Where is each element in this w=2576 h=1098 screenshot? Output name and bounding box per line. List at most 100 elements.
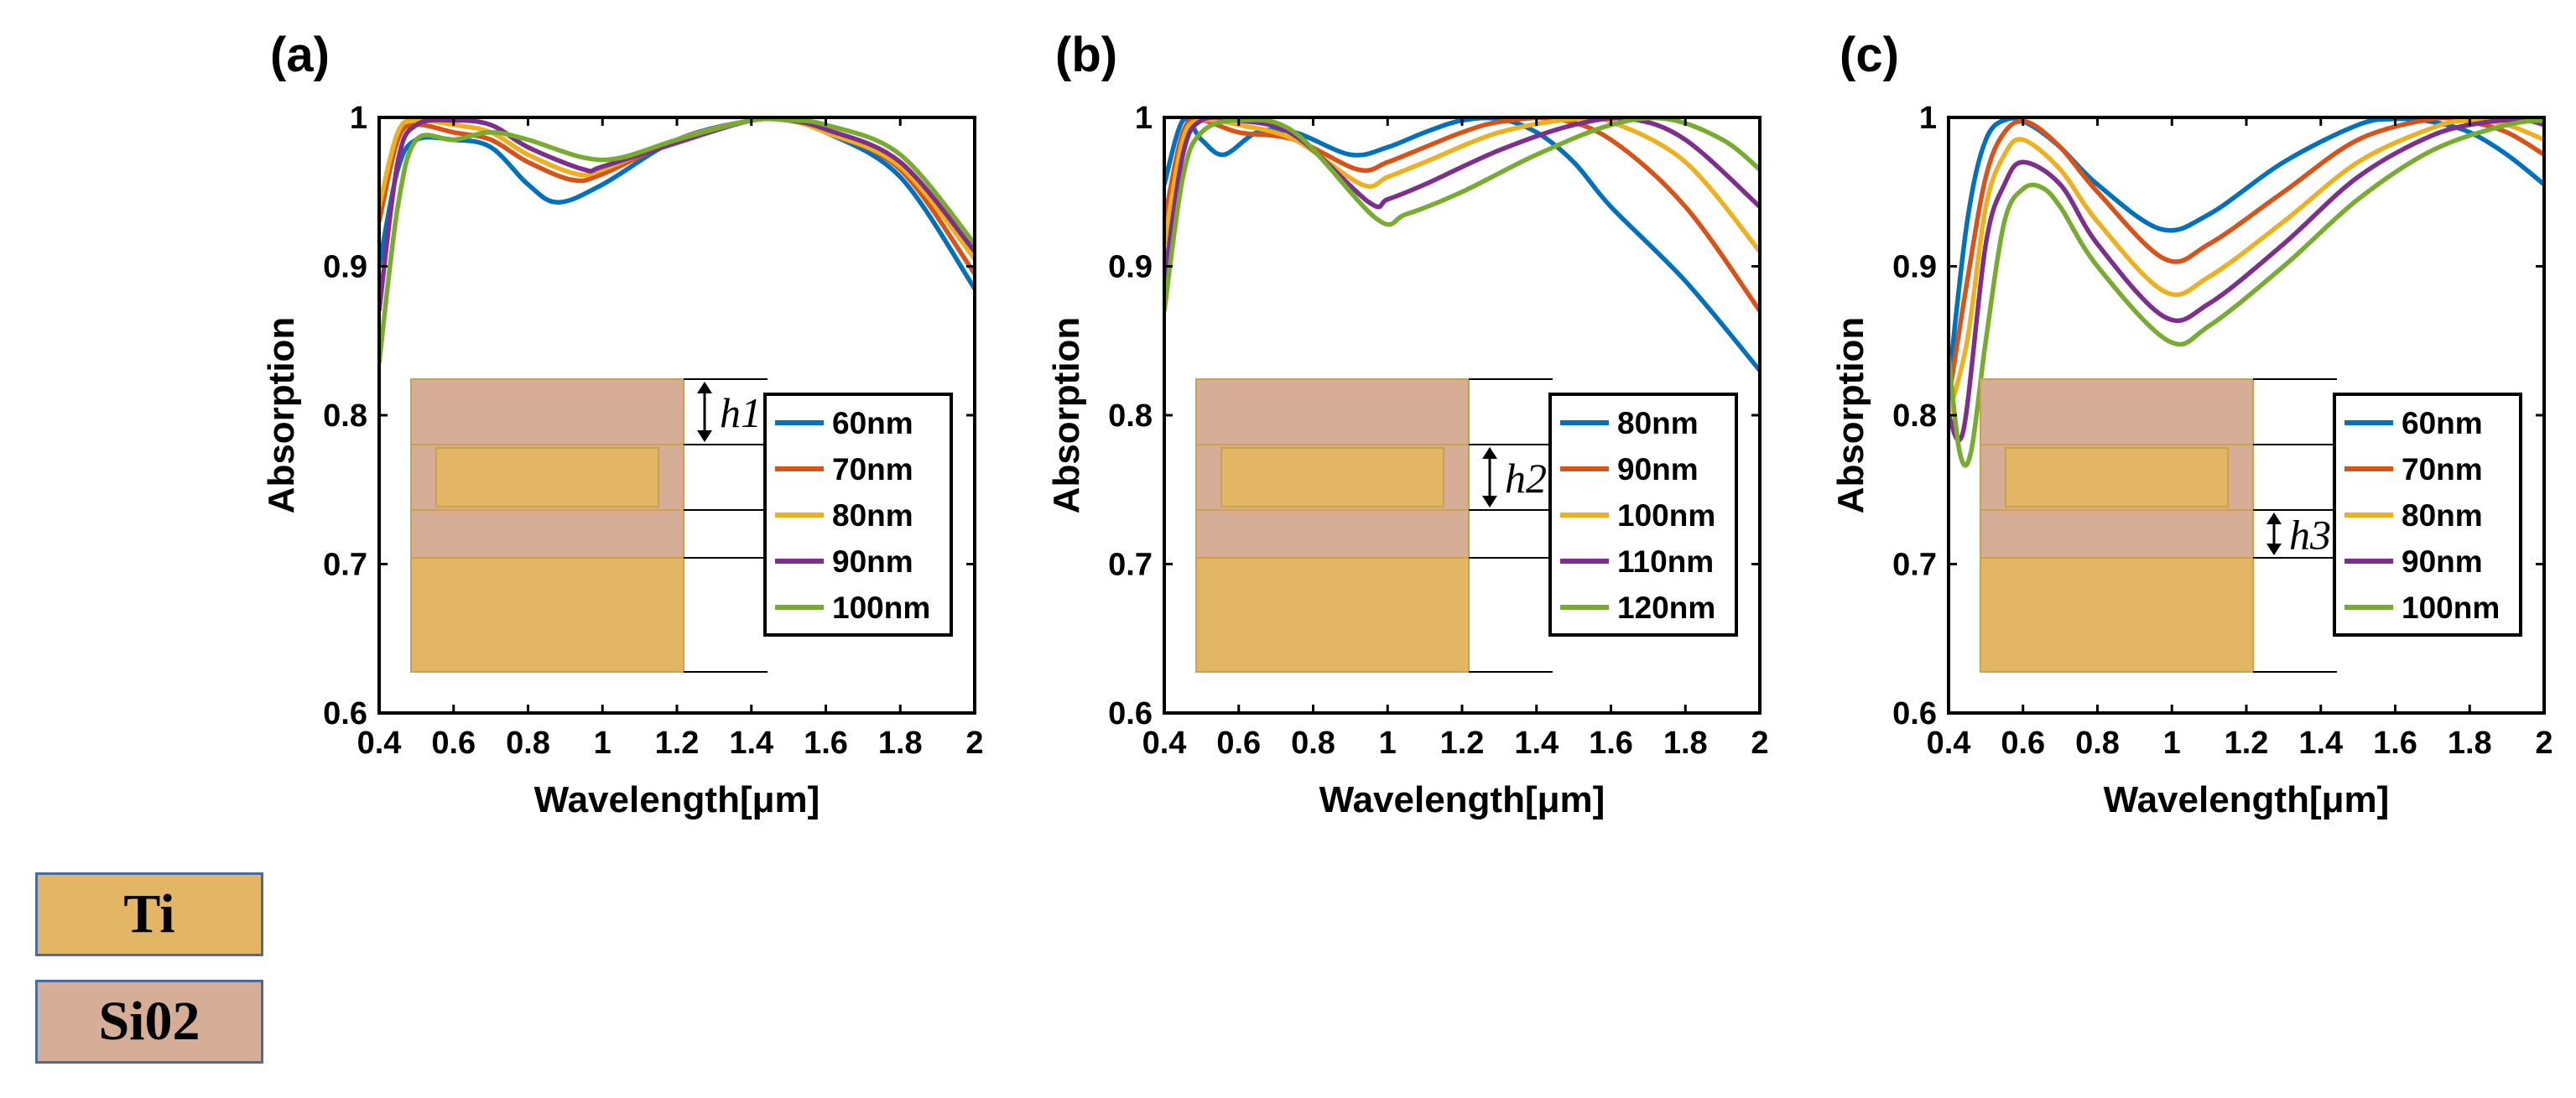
- x-tick-label: 1.4: [729, 726, 773, 761]
- legend-entry: 90nm: [832, 544, 913, 579]
- ti-substrate-layer: [1195, 557, 1470, 673]
- ti-inner-layer: [1220, 447, 1444, 507]
- x-tick-label: 0.8: [506, 726, 550, 761]
- legend-entry: 70nm: [2402, 452, 2483, 487]
- x-axis-label: Wavelength[μm]: [2104, 779, 2390, 820]
- x-tick-label: 0.8: [2075, 726, 2120, 761]
- ti-label: Ti: [123, 883, 175, 944]
- legend-entry: 90nm: [2402, 544, 2483, 579]
- x-tick-label: 0.6: [431, 726, 476, 761]
- legend-entry: 100nm: [832, 591, 930, 625]
- legend-entry: 120nm: [1617, 591, 1715, 625]
- x-tick-label: 1.8: [878, 726, 923, 761]
- structure-inset: h3: [1980, 378, 2337, 673]
- x-tick-label: 1.8: [2448, 726, 2492, 761]
- x-tick-label: 2: [965, 726, 983, 761]
- legend-entry: 110nm: [1617, 544, 1714, 579]
- y-tick-label: 0.9: [323, 250, 367, 285]
- y-tick-label: 1: [1135, 101, 1153, 136]
- y-tick-label: 1: [1919, 101, 1937, 136]
- series-line-80nm: [1164, 117, 1760, 372]
- series-line-70nm: [1949, 117, 2544, 401]
- structure-inset: h1: [410, 378, 768, 673]
- legend-entry: 80nm: [1617, 406, 1699, 440]
- legend-entry: 60nm: [832, 406, 913, 440]
- panel-label: (b): [1055, 28, 1117, 82]
- legend-entry: 80nm: [832, 498, 913, 533]
- x-tick-label: 1.4: [2298, 726, 2343, 761]
- thickness-label: h3: [2289, 512, 2331, 559]
- thickness-label: h2: [1505, 455, 1547, 502]
- chart-panel-3: (c)h30.4 0.6 0.8 1 1.2 1.4 1.6 1.8 20.60.70.80.9…: [1830, 28, 2553, 820]
- y-tick-label: 0.8: [1108, 398, 1153, 434]
- x-tick-label: 1.6: [2373, 726, 2417, 761]
- x-tick-label: 1.2: [2225, 726, 2269, 761]
- y-tick-label: 0.7: [1108, 548, 1153, 583]
- x-tick-label: 1: [1379, 726, 1397, 761]
- y-axis-label: Absorption: [1830, 317, 1871, 514]
- y-tick-label: 0.7: [1892, 548, 1937, 583]
- series-line-100nm: [1949, 117, 2544, 468]
- legend-entry: 100nm: [2402, 591, 2500, 625]
- legend-entry: 90nm: [1617, 452, 1699, 487]
- x-tick-label: 0.6: [2001, 726, 2045, 761]
- y-tick-label: 0.6: [1892, 696, 1937, 731]
- y-tick-label: 0.8: [1892, 398, 1937, 434]
- series-line-110nm: [1164, 117, 1760, 282]
- x-tick-label: 1.2: [655, 726, 700, 761]
- sio2-label: Si02: [98, 991, 200, 1052]
- x-tick-label: 1: [2163, 726, 2181, 761]
- x-tick-label: 1.4: [1514, 726, 1559, 761]
- x-tick-label: 1.8: [1663, 726, 1708, 761]
- legend: 60nm 70nm 80nm 90nm 100nm: [2333, 393, 2522, 637]
- ti-substrate-layer: [1980, 557, 2254, 673]
- y-tick-label: 0.7: [323, 548, 367, 583]
- legend-entry: 100nm: [1617, 498, 1715, 533]
- legend-entry: 70nm: [832, 452, 913, 487]
- chart-panel-2: (b)h20.4 0.6 0.8 1 1.2 1.4 1.6 1.8 20.60.70.80.9…: [1046, 28, 1769, 820]
- x-tick-label: 1.2: [1440, 726, 1485, 761]
- arrow-head-up: [1482, 447, 1497, 459]
- x-axis-label: Wavelength[μm]: [534, 779, 820, 820]
- ti-substrate-layer: [410, 557, 684, 673]
- chart-panel-1: (a)h10.4 0.6 0.8 1 1.2 1.4 1.6 1.8 20.60.70.80.9…: [261, 28, 984, 820]
- series-group: [379, 117, 975, 364]
- y-tick-label: 0.6: [1108, 696, 1153, 731]
- series-line-90nm: [1949, 117, 2544, 443]
- legend-ti-box: Ti: [35, 872, 263, 956]
- series-line-90nm: [379, 117, 975, 312]
- arrow-head-up: [2266, 513, 2282, 524]
- y-tick-label: 0.9: [1892, 250, 1937, 285]
- ti-inner-layer: [2005, 447, 2229, 507]
- x-tick-label: 1.6: [1589, 726, 1633, 761]
- x-tick-label: 0.4: [1927, 726, 1971, 761]
- legend-sio2-box: Si02: [35, 980, 263, 1064]
- series-line-80nm: [379, 117, 975, 261]
- series-group: [1949, 117, 2544, 468]
- y-tick-label: 0.6: [323, 696, 367, 731]
- y-tick-label: 0.9: [1108, 250, 1153, 285]
- thickness-label: h1: [720, 389, 762, 436]
- x-tick-label: 0.4: [1142, 726, 1187, 761]
- panel-label: (c): [1840, 28, 1899, 82]
- series-line-100nm: [379, 117, 975, 364]
- ti-inner-layer: [435, 447, 659, 507]
- y-tick-label: 1: [350, 101, 367, 136]
- x-tick-label: 1.6: [804, 726, 848, 761]
- y-tick-label: 0.8: [323, 398, 367, 434]
- series-line-100nm: [1164, 117, 1760, 253]
- arrow-head-down: [697, 430, 712, 442]
- x-axis-label: Wavelength[μm]: [1319, 779, 1605, 820]
- x-tick-label: 1: [594, 726, 611, 761]
- legend-entry: 80nm: [2402, 498, 2483, 533]
- arrow-head-down: [1482, 496, 1497, 507]
- structure-inset: h2: [1195, 378, 1553, 673]
- series-line-60nm: [1949, 117, 2544, 386]
- panel-label: (a): [270, 28, 330, 82]
- arrow-head-down: [2266, 544, 2282, 555]
- legend: 60nm 70nm 80nm 90nm 100nm: [763, 393, 953, 637]
- x-tick-label: 0.4: [357, 726, 402, 761]
- series-group: [1164, 117, 1760, 372]
- arrow-head-up: [697, 382, 712, 393]
